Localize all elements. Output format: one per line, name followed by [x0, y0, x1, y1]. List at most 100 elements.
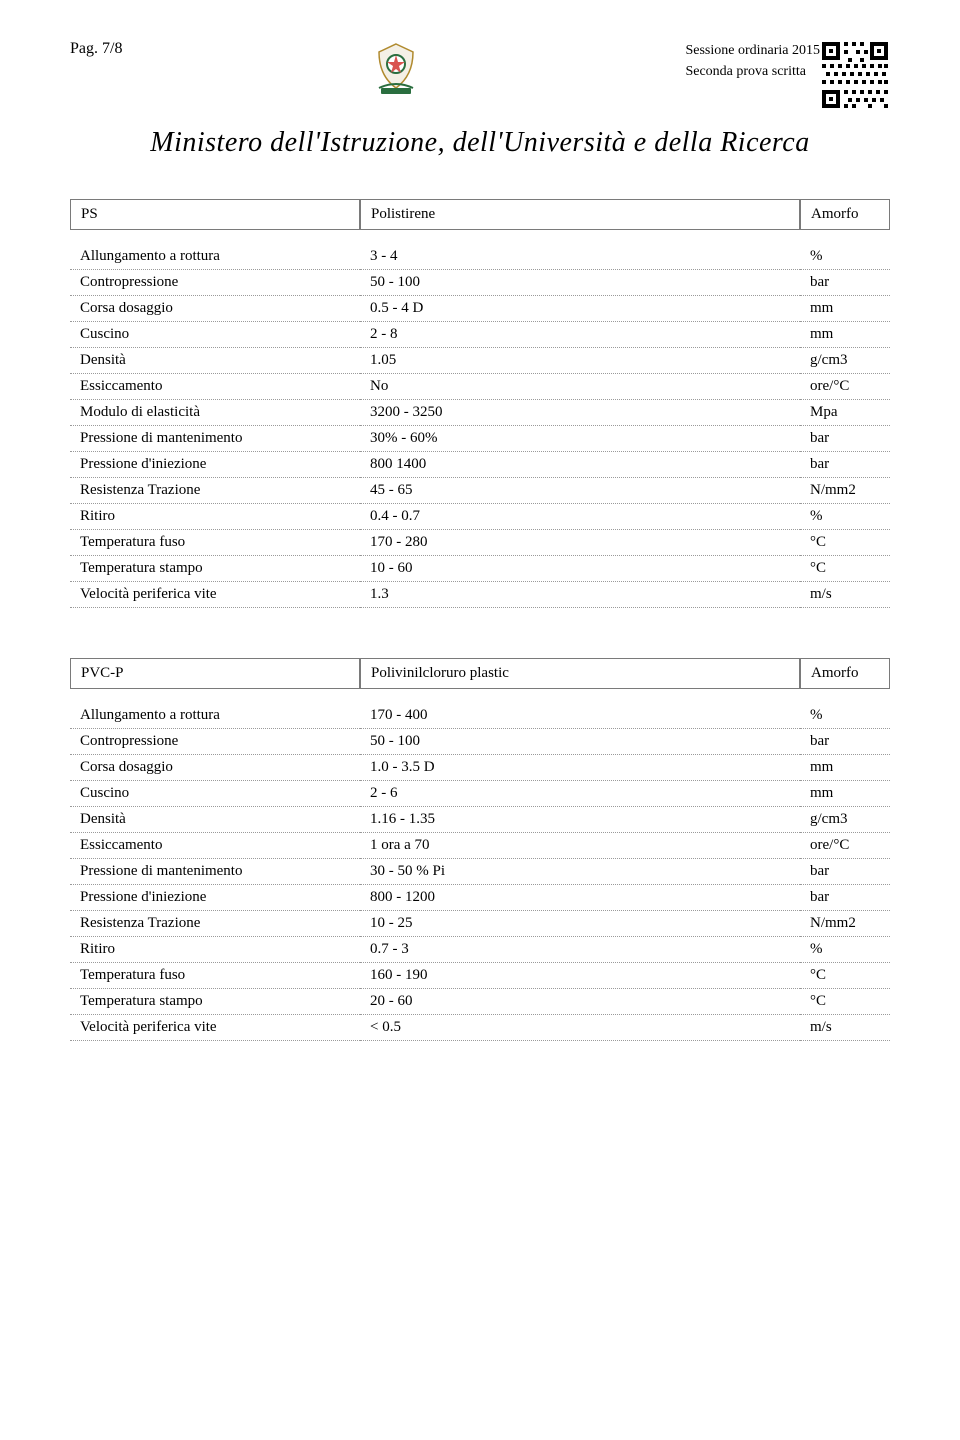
property-row: Densità1.16 - 1.35g/cm3 [70, 807, 890, 833]
property-row: Pressione di mantenimento30 - 50 % Pibar [70, 859, 890, 885]
property-row: Pressione d'iniezione800 1400bar [70, 452, 890, 478]
property-value: 2 - 8 [360, 322, 800, 348]
qr-code-icon [820, 40, 890, 115]
header-center: Sessione ordinaria 2015 Seconda prova sc… [122, 40, 820, 113]
property-label: Resistenza Trazione [70, 911, 360, 937]
property-value: 0.5 - 4 D [360, 296, 800, 322]
property-unit: ore/°C [800, 833, 890, 859]
property-value: 0.7 - 3 [360, 937, 800, 963]
property-value: 2 - 6 [360, 781, 800, 807]
property-row: Ritiro0.4 - 0.7% [70, 504, 890, 530]
material-code: PVC-P [70, 658, 360, 689]
property-label: Ritiro [70, 504, 360, 530]
property-row: Essiccamento1 ora a 70ore/°C [70, 833, 890, 859]
property-unit: m/s [800, 1015, 890, 1041]
property-unit: % [800, 504, 890, 530]
property-row: Temperatura stampo10 - 60°C [70, 556, 890, 582]
property-unit: bar [800, 270, 890, 296]
property-value: 50 - 100 [360, 270, 800, 296]
property-label: Essiccamento [70, 833, 360, 859]
property-row: Temperatura fuso170 - 280°C [70, 530, 890, 556]
property-value: 1.05 [360, 348, 800, 374]
property-row: Corsa dosaggio0.5 - 4 Dmm [70, 296, 890, 322]
property-label: Ritiro [70, 937, 360, 963]
property-label: Pressione d'iniezione [70, 452, 360, 478]
property-label: Pressione di mantenimento [70, 426, 360, 452]
material-desc: Polivinilcloruro plastic [360, 658, 800, 689]
property-value: 30 - 50 % Pi [360, 859, 800, 885]
property-unit: °C [800, 530, 890, 556]
property-row: Allungamento a rottura3 - 4% [70, 230, 890, 270]
document-header: Pag. 7/8 Sessione ordinaria 2015 Seconda… [70, 40, 890, 115]
property-value: 3 - 4 [360, 230, 800, 270]
property-label: Cuscino [70, 322, 360, 348]
property-label: Velocità periferica vite [70, 1015, 360, 1041]
property-row: Corsa dosaggio1.0 - 3.5 Dmm [70, 755, 890, 781]
property-value: 170 - 400 [360, 689, 800, 729]
property-value: 50 - 100 [360, 729, 800, 755]
property-row: EssiccamentoNoore/°C [70, 374, 890, 400]
material-state: Amorfo [800, 658, 890, 689]
property-label: Cuscino [70, 781, 360, 807]
property-label: Corsa dosaggio [70, 296, 360, 322]
property-value: 1.0 - 3.5 D [360, 755, 800, 781]
material-state: Amorfo [800, 199, 890, 230]
property-row: Temperatura fuso160 - 190°C [70, 963, 890, 989]
property-row: Cuscino2 - 6mm [70, 781, 890, 807]
property-unit: bar [800, 885, 890, 911]
property-row: Resistenza Trazione45 - 65N/mm2 [70, 478, 890, 504]
property-value: 160 - 190 [360, 963, 800, 989]
property-label: Allungamento a rottura [70, 230, 360, 270]
property-value: 30% - 60% [360, 426, 800, 452]
property-label: Contropressione [70, 270, 360, 296]
property-value: 10 - 60 [360, 556, 800, 582]
property-row: Modulo di elasticità3200 - 3250Mpa [70, 400, 890, 426]
property-unit: Mpa [800, 400, 890, 426]
material-desc: Polistirene [360, 199, 800, 230]
exam-line: Seconda prova scritta [685, 61, 820, 82]
property-unit: ore/°C [800, 374, 890, 400]
property-value: 800 - 1200 [360, 885, 800, 911]
property-value: 20 - 60 [360, 989, 800, 1015]
property-value: 1.16 - 1.35 [360, 807, 800, 833]
property-unit: mm [800, 755, 890, 781]
property-unit: N/mm2 [800, 911, 890, 937]
property-row: Pressione d'iniezione800 - 1200bar [70, 885, 890, 911]
property-value: < 0.5 [360, 1015, 800, 1041]
property-row: Cuscino2 - 8mm [70, 322, 890, 348]
property-label: Modulo di elasticità [70, 400, 360, 426]
property-unit: °C [800, 989, 890, 1015]
property-label: Essiccamento [70, 374, 360, 400]
property-label: Pressione di mantenimento [70, 859, 360, 885]
ministry-title: Ministero dell'Istruzione, dell'Universi… [70, 127, 890, 159]
property-label: Densità [70, 348, 360, 374]
property-label: Temperatura fuso [70, 963, 360, 989]
property-unit: mm [800, 781, 890, 807]
page-number: Pag. 7/8 [70, 40, 122, 58]
property-value: No [360, 374, 800, 400]
property-label: Temperatura fuso [70, 530, 360, 556]
property-label: Temperatura stampo [70, 556, 360, 582]
property-label: Allungamento a rottura [70, 689, 360, 729]
property-row: Contropressione50 - 100bar [70, 729, 890, 755]
property-unit: bar [800, 426, 890, 452]
property-unit: mm [800, 322, 890, 348]
property-unit: °C [800, 963, 890, 989]
property-row: Contropressione50 - 100bar [70, 270, 890, 296]
property-label: Resistenza Trazione [70, 478, 360, 504]
property-row: Pressione di mantenimento30% - 60%bar [70, 426, 890, 452]
property-row: Resistenza Trazione10 - 25N/mm2 [70, 911, 890, 937]
property-row: Ritiro0.7 - 3% [70, 937, 890, 963]
session-line: Sessione ordinaria 2015 [685, 40, 820, 61]
property-unit: N/mm2 [800, 478, 890, 504]
property-value: 45 - 65 [360, 478, 800, 504]
material-table: PVC-PPolivinilcloruro plasticAmorfo Allun… [70, 658, 890, 1041]
property-row: Velocità periferica vite< 0.5m/s [70, 1015, 890, 1041]
property-unit: % [800, 937, 890, 963]
property-unit: % [800, 689, 890, 729]
property-label: Corsa dosaggio [70, 755, 360, 781]
property-value: 10 - 25 [360, 911, 800, 937]
tables-container: PSPolistireneAmorfoAllungamento a rottur… [70, 199, 890, 1041]
material-table: PSPolistireneAmorfoAllungamento a rottur… [70, 199, 890, 608]
property-row: Velocità periferica vite1.3m/s [70, 582, 890, 608]
